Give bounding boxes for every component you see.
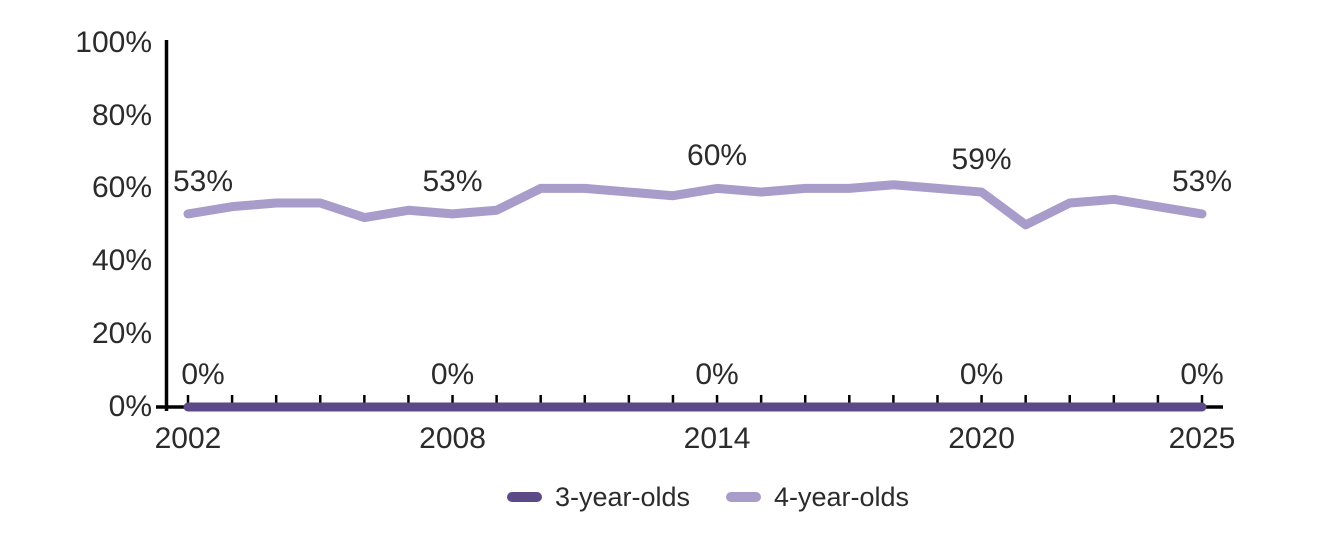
x-tick-label-2002: 2002 <box>154 422 222 455</box>
legend-item-4-year-olds: 4-year-olds <box>726 482 909 513</box>
y-tick-label-40: 40% <box>91 244 152 278</box>
data-label-3-year-olds-2025: 0% <box>1180 358 1224 391</box>
x-tick-label-2025: 2025 <box>1168 422 1236 455</box>
data-label-4-year-olds-2020: 59% <box>951 143 1012 177</box>
x-tick-label-2014: 2014 <box>683 422 751 455</box>
legend-item-3-year-olds: 3-year-olds <box>506 481 690 513</box>
x-tick-label-2008: 2008 <box>419 422 486 455</box>
y-tick-label-80: 80% <box>91 98 152 132</box>
y-tick-label-100: 100% <box>75 25 152 59</box>
data-label-3-year-olds-2008: 0% <box>430 358 475 391</box>
x-tick-label-2020: 2020 <box>948 422 1015 455</box>
y-tick-label-0: 0% <box>108 390 152 423</box>
series-line-4-year-olds <box>183 180 1207 230</box>
data-label-3-year-olds-2014: 0% <box>695 358 739 391</box>
data-label-4-year-olds-2002: 53% <box>172 164 234 198</box>
data-label-4-year-olds-2014: 60% <box>687 139 748 173</box>
y-tick-label-60: 60% <box>91 171 152 205</box>
legend: 3-year-olds 4-year-olds <box>0 479 1334 515</box>
legend-swatch-4-year-olds <box>726 492 761 502</box>
legend-label: 3-year-olds <box>554 481 690 512</box>
legend-swatch-3-year-olds <box>506 492 542 502</box>
data-label-3-year-olds-2002: 0% <box>181 358 225 391</box>
y-tick-label-20: 20% <box>91 317 152 351</box>
legend-label: 4-year-olds <box>774 481 910 512</box>
data-label-4-year-olds-2008: 53% <box>422 164 483 198</box>
data-label-3-year-olds-2020: 0% <box>959 358 1004 391</box>
data-label-4-year-olds-2025: 53% <box>1171 164 1233 198</box>
